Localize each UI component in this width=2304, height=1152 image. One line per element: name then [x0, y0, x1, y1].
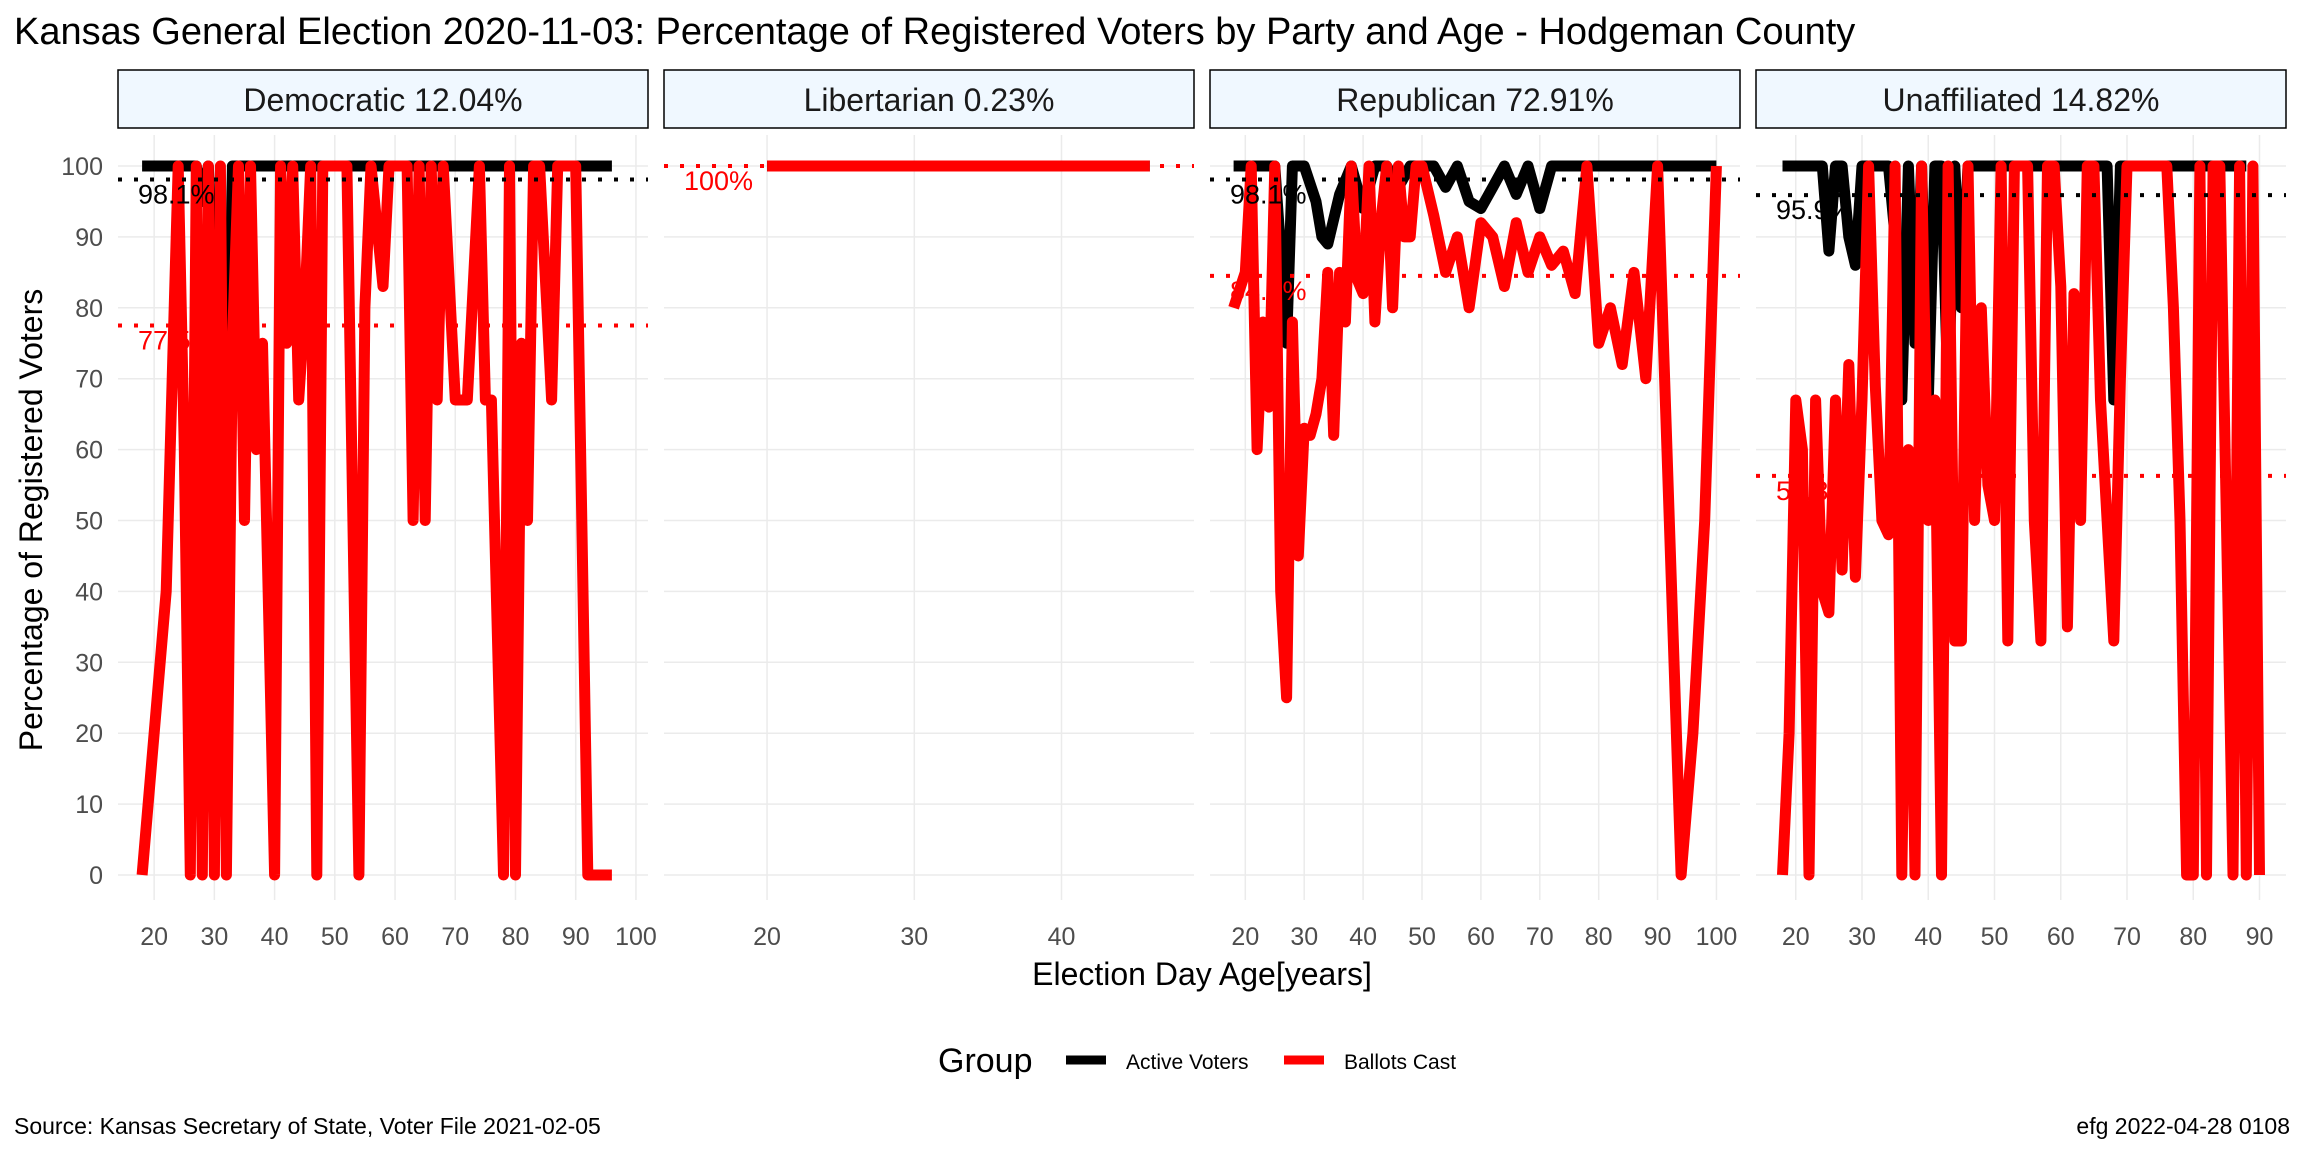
x-tick-label: 40: [261, 923, 289, 951]
x-tick-label: 60: [1467, 923, 1495, 951]
series-line-active-voters: [1782, 160, 2247, 406]
y-tick-label: 70: [75, 366, 103, 394]
x-tick-label: 30: [1848, 923, 1876, 951]
x-tick-label: 30: [900, 923, 928, 951]
legend-label-active: Active Voters: [1126, 1051, 1249, 1074]
y-tick-label: 40: [75, 578, 103, 606]
legend: Group Active Voters Ballots Cast: [938, 1042, 1456, 1080]
series-line-ballots-cast: [1228, 160, 1722, 881]
facet-panel: Democratic 12.04% 20 30 40 50 60 70 80 90 100 0 10 2…: [61, 69, 657, 951]
x-tick-label: 60: [2047, 923, 2075, 951]
x-axis-label: Election Day Age[years]: [1032, 956, 1372, 992]
facet-panel: Republican 72.91% 20 30 40 50 60 70 80 90 100 98.1…: [1209, 69, 1741, 951]
source-caption: Source: Kansas Secretary of State, Voter…: [14, 1113, 601, 1139]
x-tick-label: 80: [1585, 923, 1613, 951]
x-tick-label: 40: [1914, 923, 1942, 951]
facet-panels: Democratic 12.04% 20 30 40 50 60 70 80 90 100 0 10 2…: [61, 69, 2287, 951]
x-tick-label: 50: [1981, 923, 2009, 951]
x-tick-label: 100: [615, 923, 657, 951]
x-tick-label: 20: [1782, 923, 1810, 951]
x-tick-label: 30: [200, 923, 228, 951]
y-tick-label: 10: [75, 791, 103, 819]
facet-strip-label: Democratic 12.04%: [243, 82, 522, 118]
series-line-active-voters: [1233, 160, 1717, 349]
y-axis-label: Percentage of Registered Voters: [13, 289, 49, 752]
x-tick-label: 30: [1290, 923, 1318, 951]
x-tick-label: 80: [502, 923, 530, 951]
x-tick-label: 70: [441, 923, 469, 951]
y-tick-label: 50: [75, 508, 103, 536]
facet-strip: [1209, 69, 1741, 129]
x-tick-label: 60: [381, 923, 409, 951]
x-tick-label: 20: [140, 923, 168, 951]
reference-label-active: 98.1%: [138, 179, 215, 209]
y-tick-label: 100: [61, 153, 103, 181]
y-tick-label: 20: [75, 720, 103, 748]
chart-title: Kansas General Election 2020-11-03: Perc…: [14, 11, 1855, 53]
facet-strip: [1755, 69, 2287, 129]
reference-label-ballots: 100%: [684, 166, 753, 196]
x-tick-label: 90: [562, 923, 590, 951]
x-tick-label: 70: [1526, 923, 1554, 951]
reference-label-active: 95.9%: [1776, 195, 1853, 225]
facet-strip-label: Unaffiliated 14.82%: [1883, 82, 2160, 118]
reference-label-ballots: 56.3%: [1776, 476, 1853, 506]
x-tick-label: 20: [753, 923, 781, 951]
facet-strip: [663, 69, 1195, 129]
y-tick-label: 30: [75, 649, 103, 677]
facet-strip: [117, 69, 649, 129]
x-tick-label: 80: [2179, 923, 2207, 951]
reference-label-active: 98.1%: [1230, 179, 1307, 209]
x-tick-label: 40: [1048, 923, 1076, 951]
facet-strip-label: Republican 72.91%: [1336, 82, 1614, 118]
x-tick-label: 100: [1696, 923, 1738, 951]
facet-strip-label: Libertarian 0.23%: [804, 82, 1055, 118]
x-tick-label: 90: [2246, 923, 2274, 951]
x-tick-label: 50: [1408, 923, 1436, 951]
y-tick-label: 80: [75, 295, 103, 323]
credit-caption: efg 2022-04-28 0108: [2076, 1113, 2290, 1139]
legend-label-ballots: Ballots Cast: [1344, 1051, 1456, 1074]
x-tick-label: 40: [1349, 923, 1377, 951]
x-tick-label: 20: [1231, 923, 1259, 951]
x-tick-label: 90: [1644, 923, 1672, 951]
series-line-ballots-cast: [136, 160, 612, 881]
reference-label-ballots: 77.5%: [138, 326, 215, 356]
legend-title: Group: [938, 1042, 1033, 1080]
series-line-ballots-cast: [1777, 160, 2265, 881]
reference-label-ballots: 84.5%: [1230, 276, 1307, 306]
y-tick-label: 60: [75, 437, 103, 465]
facet-panel: Unaffiliated 14.82% 20 30 40 50 60 70 80 90 95.9%…: [1755, 69, 2287, 951]
facet-panel: Libertarian 0.23% 20 30 40 100%: [663, 69, 1195, 951]
x-tick-label: 70: [2113, 923, 2141, 951]
y-tick-label: 0: [89, 862, 103, 890]
x-tick-label: 50: [321, 923, 349, 951]
y-tick-label: 90: [75, 224, 103, 252]
